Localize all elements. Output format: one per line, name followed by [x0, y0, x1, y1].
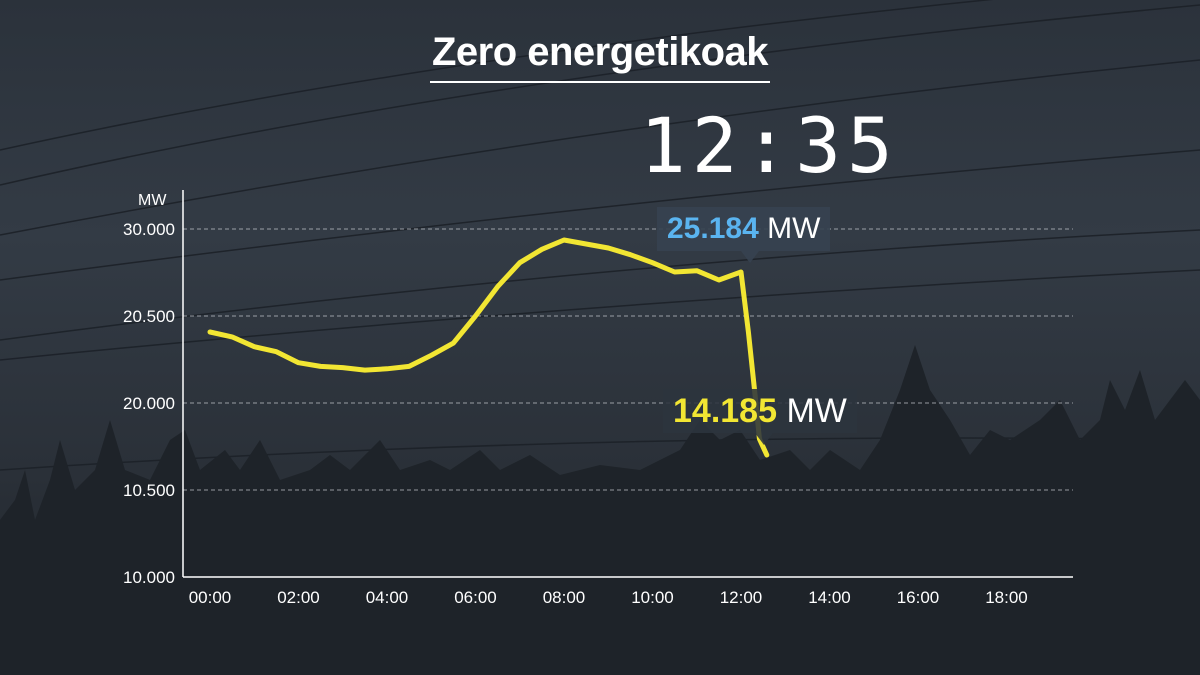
x-tick-label: 14:00: [808, 588, 851, 607]
callout-current-pointer: [755, 433, 773, 445]
x-tick-label: 02:00: [277, 588, 320, 607]
y-tick-label: 10.500: [123, 481, 175, 500]
y-tick-labels: 30.000 20.500 20.000 10.500 10.000: [123, 220, 175, 587]
x-tick-labels: 00:00 02:00 04:00 06:00 08:00 10:00 12:00 14:00…: [189, 588, 1028, 607]
y-tick-label: 10.000: [123, 568, 175, 587]
callout-peak-value: 25.184: [667, 212, 759, 245]
series-line: [207, 237, 770, 458]
y-tick-label: 20.000: [123, 394, 175, 413]
callout-current-value: 14.185: [673, 392, 777, 430]
x-tick-label: 18:00: [985, 588, 1028, 607]
callout-current: 14.185 MW: [663, 389, 857, 433]
callout-peak-unit: MW: [767, 212, 821, 245]
x-tick-label: 10:00: [631, 588, 674, 607]
title-wrap: Zero energetikoak: [0, 30, 1200, 83]
callout-peak-pointer: [741, 251, 759, 263]
grid-lines: [183, 228, 1073, 491]
y-tick-label: 30.000: [123, 220, 175, 239]
clock-readout: 12:35: [640, 101, 899, 190]
callout-current-unit: MW: [786, 392, 847, 430]
callout-peak: 25.184 MW: [657, 207, 831, 251]
x-tick-label: 08:00: [543, 588, 586, 607]
x-tick-label: 12:00: [720, 588, 763, 607]
tree-silhouette: [0, 345, 1200, 675]
chart-title: Zero energetikoak: [429, 30, 771, 83]
y-axis-unit-label: MW: [138, 192, 167, 209]
y-tick-label: 20.500: [123, 307, 175, 326]
x-tick-label: 00:00: [189, 588, 232, 607]
x-tick-label: 16:00: [897, 588, 940, 607]
x-tick-label: 06:00: [454, 588, 497, 607]
x-tick-label: 04:00: [366, 588, 409, 607]
